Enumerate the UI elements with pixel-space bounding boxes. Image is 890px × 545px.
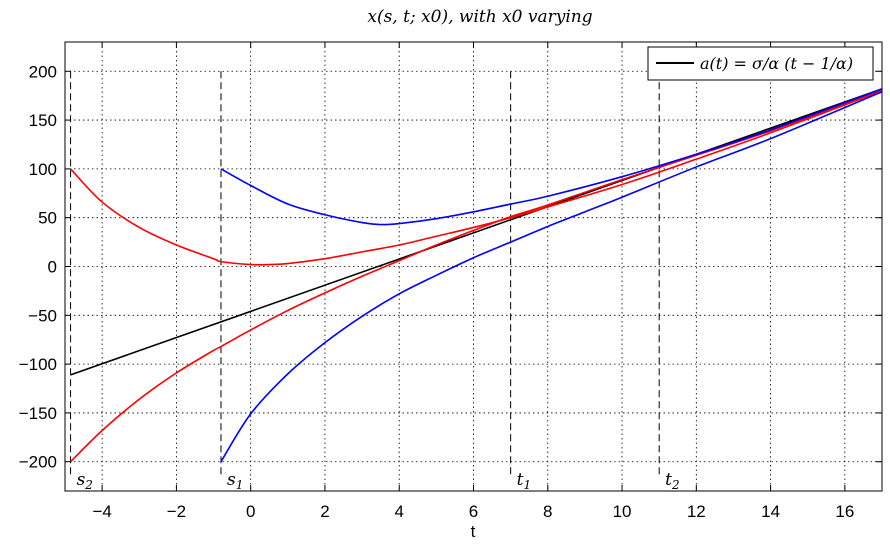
x-tick-label: −4 [92,502,111,521]
marker-label-s1: s1 [227,470,243,492]
legend-label-a: a(t) = σ/α (t − 1/α) [700,54,853,73]
chart-title: x(s, t; x0), with x0 varying [367,7,592,27]
y-tick-label: 0 [48,258,57,277]
marker-label-t1: t1 [517,470,531,492]
y-tick-label: 50 [38,209,57,228]
y-tick-label: 200 [29,62,57,81]
x-tick-label: −2 [167,502,186,521]
x-tick-label: 4 [394,502,403,521]
axis-ticks: −4 −2 0 2 4 6 8 10 12 14 16 −200 −150 −100 −50 0 50 100 15… [19,42,882,521]
vertical-markers: s2 s1 t1 t2 [70,71,680,492]
y-tick-label: 150 [29,111,57,130]
series-line-1 [70,88,883,376]
y-tick-label: −100 [19,355,57,374]
y-tick-label: −200 [19,453,57,472]
x-tick-label: 6 [469,502,478,521]
series-group [69,88,883,463]
x-tick-label: 2 [320,502,329,521]
series-line-4 [220,88,883,226]
series-line-2 [69,90,883,266]
x-tick-label: 8 [543,502,552,521]
grid [65,42,882,491]
x-tick-label: 16 [835,502,854,521]
series-line-5 [220,91,883,463]
x-tick-label: 10 [613,502,632,521]
series-line-3 [70,89,883,463]
marker-label-s2: s2 [77,470,93,492]
y-tick-label: −50 [28,306,57,325]
legend: a(t) = σ/α (t − 1/α) [647,46,874,81]
marker-label-t2: t2 [665,470,679,492]
y-tick-label: 100 [29,160,57,179]
x-axis-label: t [471,522,476,541]
y-tick-label: −150 [19,404,57,423]
x-tick-label: 0 [246,502,255,521]
x-tick-label: 14 [761,502,780,521]
x-tick-label: 12 [687,502,706,521]
